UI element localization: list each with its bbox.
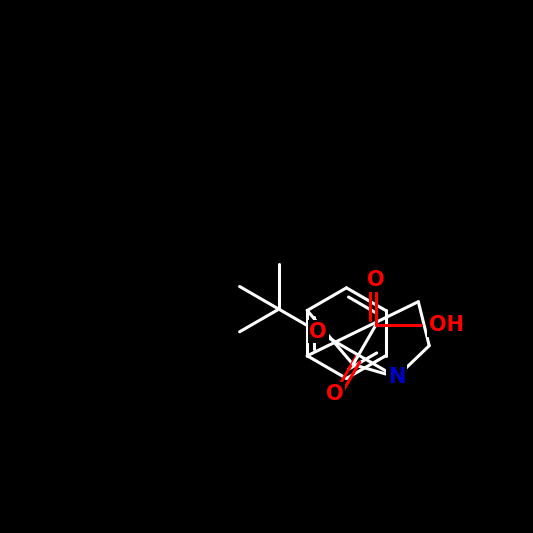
Text: N: N	[388, 367, 405, 387]
Text: O: O	[367, 270, 384, 290]
Text: OH: OH	[429, 316, 464, 335]
Text: O: O	[326, 384, 343, 403]
Text: O: O	[309, 322, 327, 342]
